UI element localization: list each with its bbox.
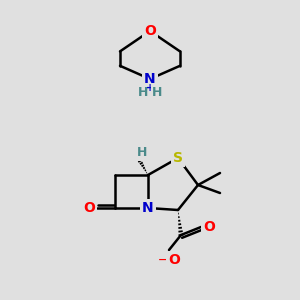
Text: O: O — [203, 220, 215, 234]
Text: H: H — [137, 146, 147, 160]
Text: O: O — [168, 253, 180, 267]
Text: O: O — [144, 24, 156, 38]
Text: −: − — [158, 255, 167, 265]
Text: S: S — [173, 151, 183, 165]
Text: N: N — [144, 72, 156, 86]
Text: H: H — [152, 85, 162, 98]
Text: N: N — [142, 201, 154, 215]
Text: O: O — [83, 201, 95, 215]
Text: H: H — [138, 85, 148, 98]
Text: +: + — [146, 83, 154, 93]
